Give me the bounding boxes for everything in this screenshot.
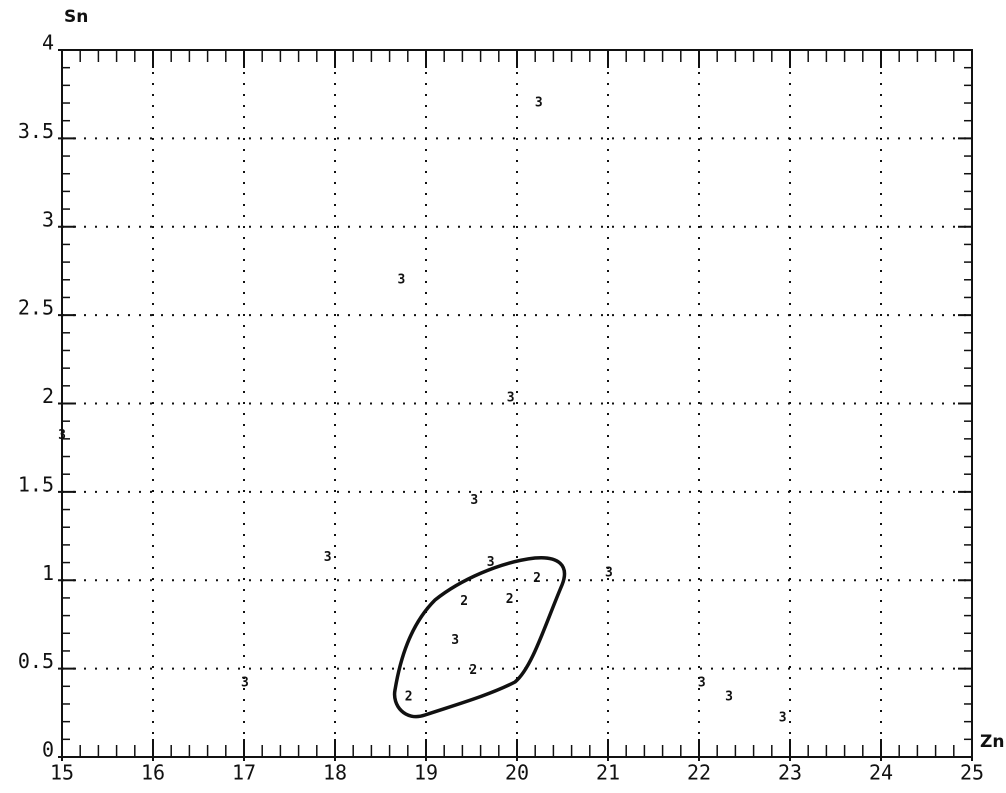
point-marker: 3	[487, 555, 495, 570]
point-marker: 3	[398, 272, 406, 287]
point-marker: 3	[451, 633, 459, 648]
x-tick-label: 16	[141, 761, 165, 785]
point-marker: 3	[725, 689, 733, 704]
x-tick-label: 18	[323, 761, 347, 785]
point-marker: 2	[469, 663, 477, 678]
x-tick-label: 17	[232, 761, 256, 785]
x-tick-label: 24	[869, 761, 893, 785]
point-marker: 2	[460, 594, 468, 609]
enclosed-group	[392, 556, 567, 719]
y-tick-label: 3.5	[18, 119, 54, 143]
y-tick-label: 1.5	[18, 472, 54, 496]
point-marker: 3	[535, 96, 543, 111]
x-tick-label: 22	[687, 761, 711, 785]
y-tick-label: 3	[42, 207, 54, 231]
x-tick-label: 25	[960, 761, 984, 785]
point-marker: 3	[58, 428, 66, 443]
point-marker: 3	[324, 550, 332, 565]
point-marker: 3	[470, 493, 478, 508]
x-axis-label: Zn	[980, 732, 1004, 752]
y-tick-label: 2	[42, 384, 54, 408]
point-marker: 3	[779, 711, 787, 726]
point-marker: 2	[405, 689, 413, 704]
y-tick-label: 0	[42, 738, 54, 762]
x-tick-label: 21	[596, 761, 620, 785]
x-tick-label: 20	[505, 761, 529, 785]
point-marker: 3	[507, 391, 515, 406]
x-tick-label: 23	[778, 761, 802, 785]
y-axis-label: Sn	[64, 7, 88, 27]
x-tick-label: 19	[414, 761, 438, 785]
point-marker: 3	[698, 675, 706, 690]
y-tick-label: 1	[42, 561, 54, 585]
point-marker: 2	[506, 592, 514, 607]
y-tick-label: 2.5	[18, 296, 54, 320]
y-tick-label: 0.5	[18, 649, 54, 673]
point-marker: 3	[241, 675, 249, 690]
point-marker: 2	[533, 571, 541, 586]
y-tick-label: 4	[42, 31, 54, 55]
point-marker: 3	[605, 566, 613, 581]
x-tick-label: 15	[50, 761, 74, 785]
